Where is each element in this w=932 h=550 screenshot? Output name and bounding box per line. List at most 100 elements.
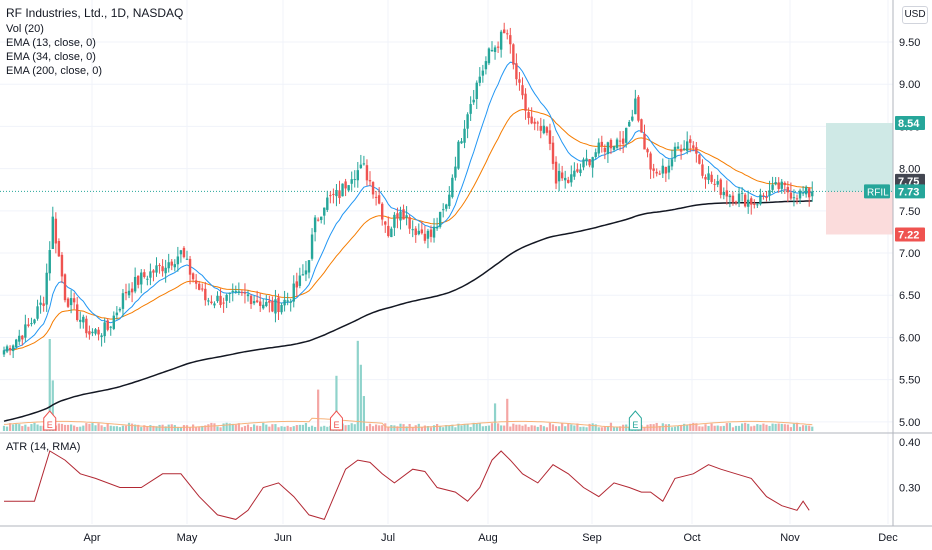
volume-bar [762,423,765,431]
candle-body [496,46,500,48]
volume-bar [201,425,204,431]
indicator-volume[interactable]: Vol (20) [6,23,44,35]
volume-bar [231,423,234,431]
earnings-marker[interactable]: E [628,410,642,431]
time-tick-label: Dec [878,532,898,544]
volume-bar [353,424,356,431]
volume-bar [789,427,792,431]
candle-body [173,264,176,268]
earnings-marker-shape [329,410,343,431]
candle-body [701,164,704,176]
volume-bar [36,424,39,431]
earnings-marker[interactable]: E [43,410,57,431]
candle-body [54,218,58,244]
volume-bar [606,425,609,431]
volume-bar [97,423,100,431]
candle-body [198,283,201,290]
stop-price-label-bg [895,227,925,242]
candle-body [564,177,567,181]
candle-body [2,350,6,355]
indicator-ema34[interactable]: EMA (34, close, 0) [6,51,96,63]
candle-body [91,331,94,334]
chart-title[interactable]: RF Industries, Ltd., 1D, NASDAQ [6,6,184,20]
volume-bar [478,423,481,431]
candle-body [768,190,771,196]
candle-body [621,138,625,144]
volume-bar [722,425,725,431]
candle-body [811,191,814,197]
candle-body [585,158,588,162]
stop-price-label: 7.22 [898,229,919,241]
candle-body [304,270,308,275]
earnings-marker[interactable]: E [329,410,343,431]
candle-body [673,146,677,159]
indicator-ema200[interactable]: EMA (200, close, 0) [6,65,102,77]
candle-body [432,226,436,238]
ema-price-label-bg [895,173,925,188]
volume-bar [808,425,811,431]
candle-body [771,184,774,190]
candle-body [69,298,73,306]
candle-body [728,195,732,198]
volume-bar [310,425,314,431]
candle-body [185,258,189,260]
time-tick-label: May [177,532,198,544]
volume-bar [658,425,661,431]
volume-bar [466,423,469,431]
candle-body [237,291,241,293]
volume-bar [686,424,689,431]
candle-body [21,335,24,340]
volume-bar [469,426,472,431]
indicator-ema13[interactable]: EMA (13, close, 0) [6,37,96,49]
candle-body [527,112,530,119]
volume-bar [710,423,713,431]
volume-bar [500,425,503,431]
candle-body [249,295,253,305]
volume-bar [713,425,716,431]
indicator-atr[interactable]: ATR (14, RMA) [6,441,81,453]
volume-bar [439,425,442,431]
volume-bar [591,423,594,431]
volume-bar [204,425,207,431]
candle-body [704,176,707,180]
atr-line [4,450,810,521]
volume-bar [30,424,33,431]
volume-bar [15,423,18,431]
volume-bar [692,422,695,431]
candle-body [686,141,689,151]
candle-body [350,179,353,184]
candle-body [484,61,488,70]
candle-body [652,168,655,171]
position-zone [0,123,893,235]
candle-body [448,194,451,207]
candle-body [371,182,375,195]
volume-bar [344,425,347,431]
candle-body [682,148,686,150]
candle-body [374,196,378,198]
volume-bar [33,422,36,431]
time-tick-label: Jul [381,532,395,544]
volume-bar [79,426,82,431]
candle-body [521,85,524,96]
volume-bar [256,425,259,431]
volume-bar [18,424,21,431]
currency-button[interactable]: USD [902,6,928,24]
volume-bar [76,426,79,431]
candle-body [530,116,533,124]
candles [2,22,814,359]
volume-bar [585,427,588,431]
volume-bar [558,426,561,431]
volume-bar [335,375,338,431]
candle-body [777,182,780,189]
volume-bar [182,425,186,431]
volume-bar [109,425,112,431]
candle-body [426,230,430,239]
volume-bar [326,426,329,431]
candle-body [731,195,735,203]
volume-bar [539,424,542,431]
volume-bar [12,424,15,431]
candle-body [124,291,128,294]
candle-body [634,98,637,115]
